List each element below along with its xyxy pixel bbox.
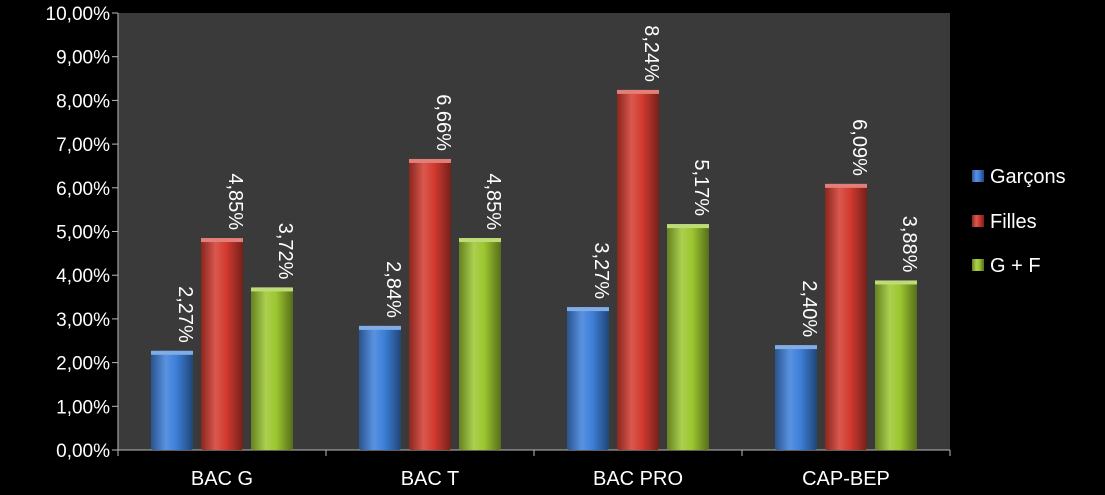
data-label: 4,85% [224,173,246,230]
data-label: 3,27% [590,242,612,299]
bar-g-f-1 [459,238,501,450]
bar-top-highlight [825,183,867,188]
y-tick-label: 3,00% [56,310,110,331]
y-tick-label: 0,00% [56,441,110,462]
legend-swatch [972,170,984,182]
legend-label: Filles [990,211,1037,233]
y-tick-label: 8,00% [56,91,110,112]
y-tick-label: 6,00% [56,179,110,200]
bar-top-highlight [409,158,451,163]
bar-top-highlight [567,307,609,312]
data-label: 3,72% [274,223,296,280]
data-label: 3,88% [898,216,920,273]
bar-filles-2 [617,89,659,451]
bar-gar-ons-3 [775,345,817,450]
bar-gar-ons-2 [567,307,609,450]
y-tick-label: 2,00% [56,354,110,375]
x-tick-label: CAP-BEP [802,468,890,490]
bar-filles-0 [201,238,243,450]
bar-g-f-0 [251,287,293,450]
bar-top-highlight [775,345,817,350]
data-label: 2,84% [382,261,404,318]
data-label: 6,09% [848,119,870,176]
y-tick-label: 9,00% [56,48,110,69]
y-tick-label: 4,00% [56,266,110,287]
legend-label: Garçons [990,166,1066,188]
y-tick-label: 1,00% [56,397,110,418]
x-tick-label: BAC PRO [593,468,683,490]
bar-gar-ons-0 [151,350,193,450]
bar-top-highlight [251,287,293,292]
bar-top-highlight [359,325,401,330]
bar-top-highlight [617,89,659,94]
y-tick-label: 7,00% [56,135,110,156]
y-tick-label: 5,00% [56,223,110,244]
bar-top-highlight [667,224,709,229]
legend-swatch [972,215,984,227]
bar-filles-1 [409,158,451,450]
data-label: 6,66% [432,94,454,151]
x-tick-label: BAC T [401,468,460,490]
data-label: 2,40% [798,280,820,337]
data-label: 2,27% [174,286,196,343]
legend-label: G + F [990,255,1041,277]
bar-top-highlight [151,350,193,355]
x-tick-label: BAC G [191,468,253,490]
data-label: 4,85% [482,173,504,230]
data-label: 5,17% [690,159,712,216]
bar-filles-3 [825,183,867,450]
bar-top-highlight [201,238,243,243]
y-tick-label: 10,00% [46,4,111,25]
data-label: 8,24% [640,25,662,82]
bar-g-f-3 [875,280,917,450]
bar-top-highlight [875,280,917,285]
legend-swatch [972,259,984,271]
bar-gar-ons-1 [359,325,401,450]
bar-g-f-2 [667,224,709,450]
bar-top-highlight [459,238,501,243]
